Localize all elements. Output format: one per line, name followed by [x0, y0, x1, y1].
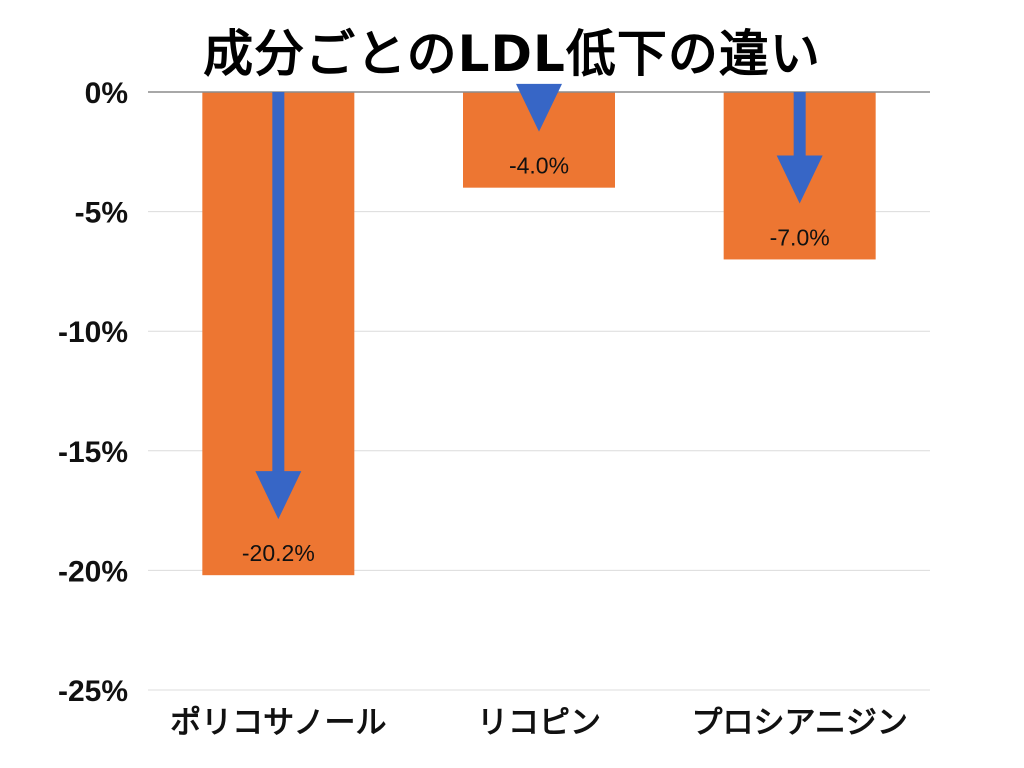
data-label: -7.0%	[770, 224, 830, 250]
data-labels: -20.2% -4.0% -7.0%	[242, 153, 830, 567]
y-tick-label: 0%	[85, 77, 128, 110]
arrow	[516, 83, 562, 132]
arrow	[776, 92, 823, 204]
arrow-shaft	[272, 92, 285, 473]
x-tick-label: ポリコサノール	[170, 705, 386, 741]
y-tick-label: -25%	[58, 675, 128, 708]
arrow	[255, 92, 302, 520]
data-label: -20.2%	[242, 540, 315, 566]
y-tick-label: -5%	[75, 197, 128, 230]
chart-title: 成分ごとのLDL低下の違い	[203, 25, 821, 83]
x-tick-label: プロシアニジン	[691, 705, 907, 741]
x-tick-label: リコピン	[477, 705, 601, 741]
y-tick-label: -15%	[58, 436, 128, 469]
arrow-shaft	[793, 92, 806, 157]
arrow-head	[776, 155, 823, 204]
y-axis-ticks: 0% -5% -10% -15% -20% -25%	[58, 77, 128, 708]
arrow-head	[255, 471, 302, 520]
arrows	[255, 83, 823, 520]
x-axis-ticks: ポリコサノール リコピン プロシアニジン	[170, 705, 908, 741]
data-label: -4.0%	[509, 153, 569, 179]
y-tick-label: -10%	[58, 316, 128, 349]
y-tick-label: -20%	[58, 555, 128, 588]
arrow-head	[516, 83, 562, 132]
